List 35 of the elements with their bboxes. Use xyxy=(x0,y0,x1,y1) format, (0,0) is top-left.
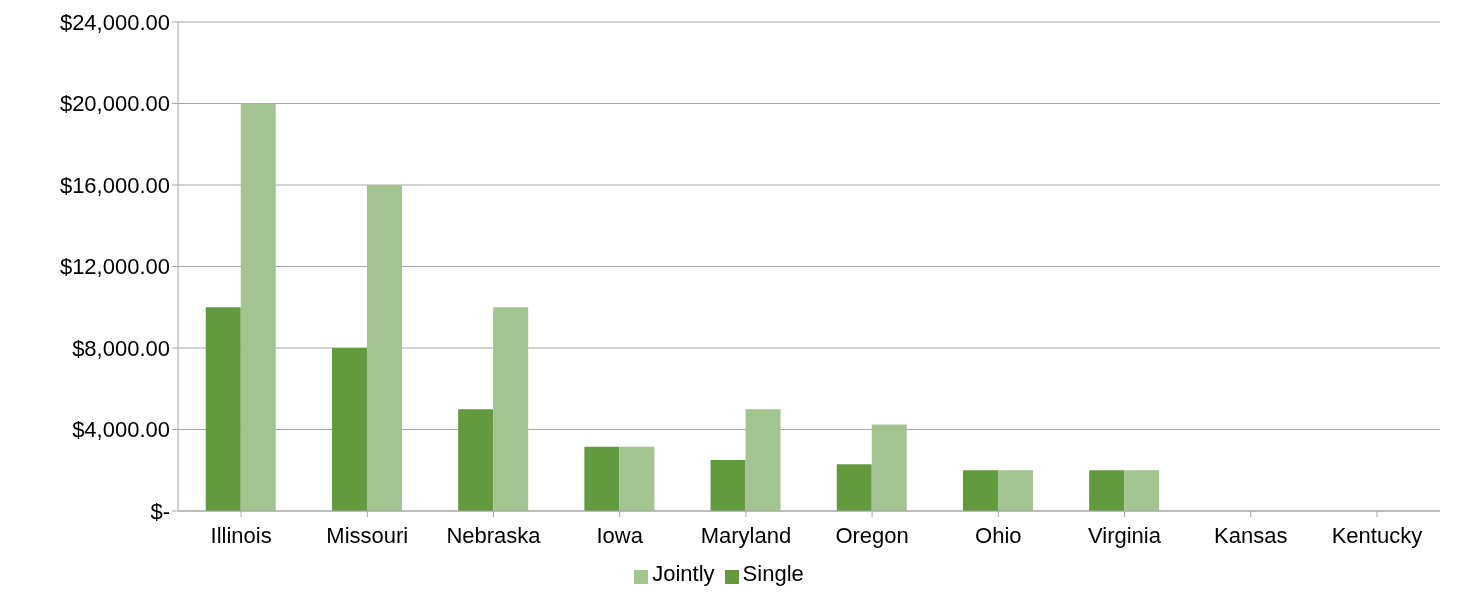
bar xyxy=(745,409,781,511)
x-tick-label: Missouri xyxy=(326,522,409,548)
y-tick-label: $20,000.00 xyxy=(59,91,170,117)
y-tick-label: $- xyxy=(150,498,170,524)
legend-label: Jointly xyxy=(652,561,715,586)
bar xyxy=(836,464,872,511)
bar xyxy=(710,460,746,511)
bar xyxy=(240,103,276,511)
y-tick-label: $16,000.00 xyxy=(59,172,170,198)
legend-label: Single xyxy=(742,561,804,586)
x-tick-label: Ohio xyxy=(975,522,1022,548)
bar xyxy=(619,446,655,511)
x-tick-label: Oregon xyxy=(835,522,909,548)
bar xyxy=(584,446,620,511)
y-tick-label: $4,000.00 xyxy=(72,417,170,443)
bar xyxy=(366,185,402,511)
x-tick-label: Illinois xyxy=(210,522,272,548)
y-tick-label: $24,000.00 xyxy=(59,9,170,35)
bar xyxy=(458,409,494,511)
bar xyxy=(493,307,529,511)
bar xyxy=(997,470,1033,511)
x-tick-label: Maryland xyxy=(700,522,792,548)
y-tick-label: $8,000.00 xyxy=(72,335,170,361)
bar xyxy=(871,424,907,511)
bar xyxy=(331,348,367,511)
y-tick-label: $12,000.00 xyxy=(59,254,170,280)
bar xyxy=(962,470,998,511)
x-tick-label: Nebraska xyxy=(446,522,542,548)
bar xyxy=(1089,470,1125,511)
x-tick-label: Virginia xyxy=(1088,522,1162,548)
bar xyxy=(1124,470,1160,511)
x-tick-label: Iowa xyxy=(596,522,644,548)
x-tick-label: Kentucky xyxy=(1331,522,1423,548)
x-tick-label: Kansas xyxy=(1214,522,1288,548)
bar xyxy=(205,307,241,511)
